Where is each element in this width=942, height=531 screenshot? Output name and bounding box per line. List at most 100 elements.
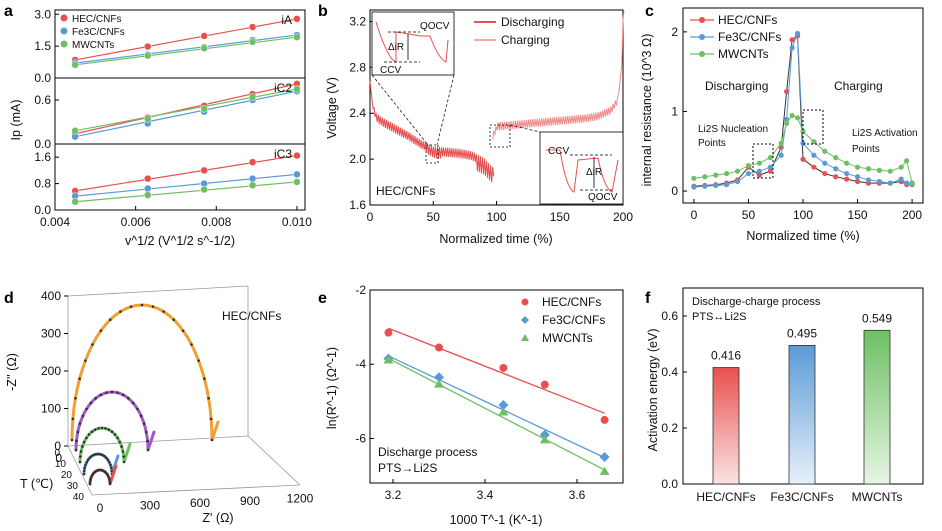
data-point xyxy=(293,178,301,186)
data-point xyxy=(82,469,86,473)
data-point xyxy=(784,120,790,127)
data-point xyxy=(107,476,111,479)
x-axis-title: Z' (Ω) xyxy=(202,511,233,525)
data-point xyxy=(140,303,144,307)
data-point xyxy=(146,439,149,443)
data-point xyxy=(108,482,112,486)
legend-marker xyxy=(699,34,705,40)
data-point xyxy=(794,30,801,37)
data-point xyxy=(98,452,102,456)
legend-label: MWCNTs xyxy=(542,331,593,345)
data-point xyxy=(78,455,82,458)
data-point xyxy=(90,430,94,434)
data-point xyxy=(854,174,861,180)
highlight-box xyxy=(752,143,774,179)
data-point xyxy=(498,400,509,411)
data-point xyxy=(107,428,111,431)
data-point xyxy=(540,380,549,389)
y-tick-label: 0.6 xyxy=(34,93,51,107)
y-tick-label: 1.6 xyxy=(349,198,366,212)
data-point xyxy=(142,422,146,425)
data-point xyxy=(78,460,82,464)
data-point xyxy=(434,379,444,388)
y-tick-label: -6 xyxy=(355,431,366,445)
data-point xyxy=(498,407,509,416)
data-point xyxy=(88,480,92,484)
panel-b: b 1.6 2.0 2.4 2.8 3.2 0 50 100 150 200 QOCV ΔiR C… xyxy=(318,3,633,246)
data-point xyxy=(434,372,444,383)
data-point xyxy=(200,185,208,194)
data-point xyxy=(293,170,301,179)
y-tick-label: 2.4 xyxy=(349,106,366,120)
z-tick-label: 20 xyxy=(61,470,73,481)
y-axis-title: ln(R^-1) (Ω^-1) xyxy=(325,347,339,429)
y-axis-title: -Z'' (Ω) xyxy=(5,353,19,391)
data-point xyxy=(844,160,850,166)
y-tick-label: 400 xyxy=(41,289,61,303)
data-point xyxy=(162,310,165,313)
y-tick-label: 3.2 xyxy=(349,14,366,28)
data-point xyxy=(248,23,257,31)
data-point xyxy=(71,198,79,206)
highlight-box xyxy=(802,109,824,145)
y-axis-title: Ip (mA) xyxy=(9,100,23,141)
y-axis-title: internal resistance (10^3 Ω) xyxy=(640,34,654,187)
annotation: PTS↔Li2S xyxy=(692,311,746,323)
x-axis-title: v^1/2 (V^1/2 s^-1/2) xyxy=(125,234,235,248)
data-point xyxy=(691,184,697,190)
legend-label: Fe3C/CNFs xyxy=(72,27,125,38)
y-tick-label: 0 xyxy=(671,184,678,198)
data-point xyxy=(71,417,75,421)
data-point xyxy=(146,448,150,452)
data-point xyxy=(119,310,122,313)
inset-bottom-curve xyxy=(546,149,619,193)
inset-bottom xyxy=(539,131,624,205)
data-point xyxy=(110,390,114,394)
data-point xyxy=(82,472,86,476)
data-point xyxy=(876,178,882,185)
legend-label: MWCNTs xyxy=(718,47,769,61)
y-tick-label: 0.0 xyxy=(34,137,51,151)
x-tick-label: 1200 xyxy=(287,491,314,505)
y-tick-label: 2.8 xyxy=(349,60,366,74)
data-point xyxy=(789,37,795,43)
data-point xyxy=(499,363,508,372)
panel-label-d: d xyxy=(4,290,14,307)
data-point xyxy=(844,170,850,177)
panel-label-f: f xyxy=(645,290,651,307)
data-point xyxy=(81,445,84,448)
x-tick-label: 0 xyxy=(97,501,104,515)
y-tick-label: -4 xyxy=(355,357,366,371)
data-point xyxy=(248,93,257,101)
nyquist-arc xyxy=(70,303,220,442)
fit-line xyxy=(388,357,605,471)
data-point xyxy=(131,401,135,405)
annotation: HEC/CNFs xyxy=(376,184,435,198)
data-point xyxy=(110,469,114,473)
data-point xyxy=(887,168,893,174)
legend-label: HEC/CNFs xyxy=(542,295,601,309)
subplot-label: iA xyxy=(281,13,292,27)
data-point xyxy=(197,359,200,362)
panel-label-c: c xyxy=(645,3,654,20)
data-point xyxy=(85,460,88,464)
zoom-box xyxy=(489,124,511,148)
x-tick-label: 50 xyxy=(742,208,756,222)
data-point xyxy=(600,415,609,424)
bar xyxy=(788,344,816,485)
data-point xyxy=(854,164,861,170)
x-tick-label: 900 xyxy=(240,494,260,508)
panel-label-a: a xyxy=(4,3,13,20)
data-point xyxy=(78,377,81,381)
data-point xyxy=(599,466,610,475)
data-point xyxy=(121,450,125,453)
annotation: Discharge-charge process xyxy=(692,296,821,308)
data-point xyxy=(136,407,139,411)
data-point xyxy=(248,181,257,189)
data-point xyxy=(127,397,130,400)
data-point xyxy=(713,182,719,189)
y-tick-label: 0.2 xyxy=(661,421,678,435)
y-tick-label: 1.5 xyxy=(34,39,51,53)
data-point xyxy=(74,448,78,452)
data-point xyxy=(203,377,206,381)
